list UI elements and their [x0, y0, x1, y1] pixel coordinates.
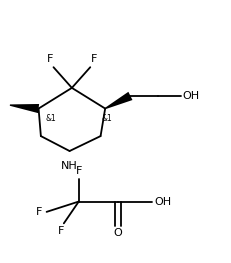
Polygon shape: [10, 104, 39, 113]
Text: F: F: [47, 54, 53, 64]
Text: OH: OH: [154, 196, 171, 206]
Polygon shape: [105, 92, 132, 109]
Text: F: F: [58, 226, 65, 236]
Text: OH: OH: [183, 91, 200, 101]
Text: NH: NH: [61, 161, 78, 171]
Text: &1: &1: [45, 114, 56, 123]
Text: &1: &1: [102, 114, 112, 123]
Text: F: F: [76, 166, 82, 176]
Text: F: F: [36, 207, 43, 217]
Text: O: O: [113, 228, 122, 238]
Text: F: F: [91, 54, 97, 64]
